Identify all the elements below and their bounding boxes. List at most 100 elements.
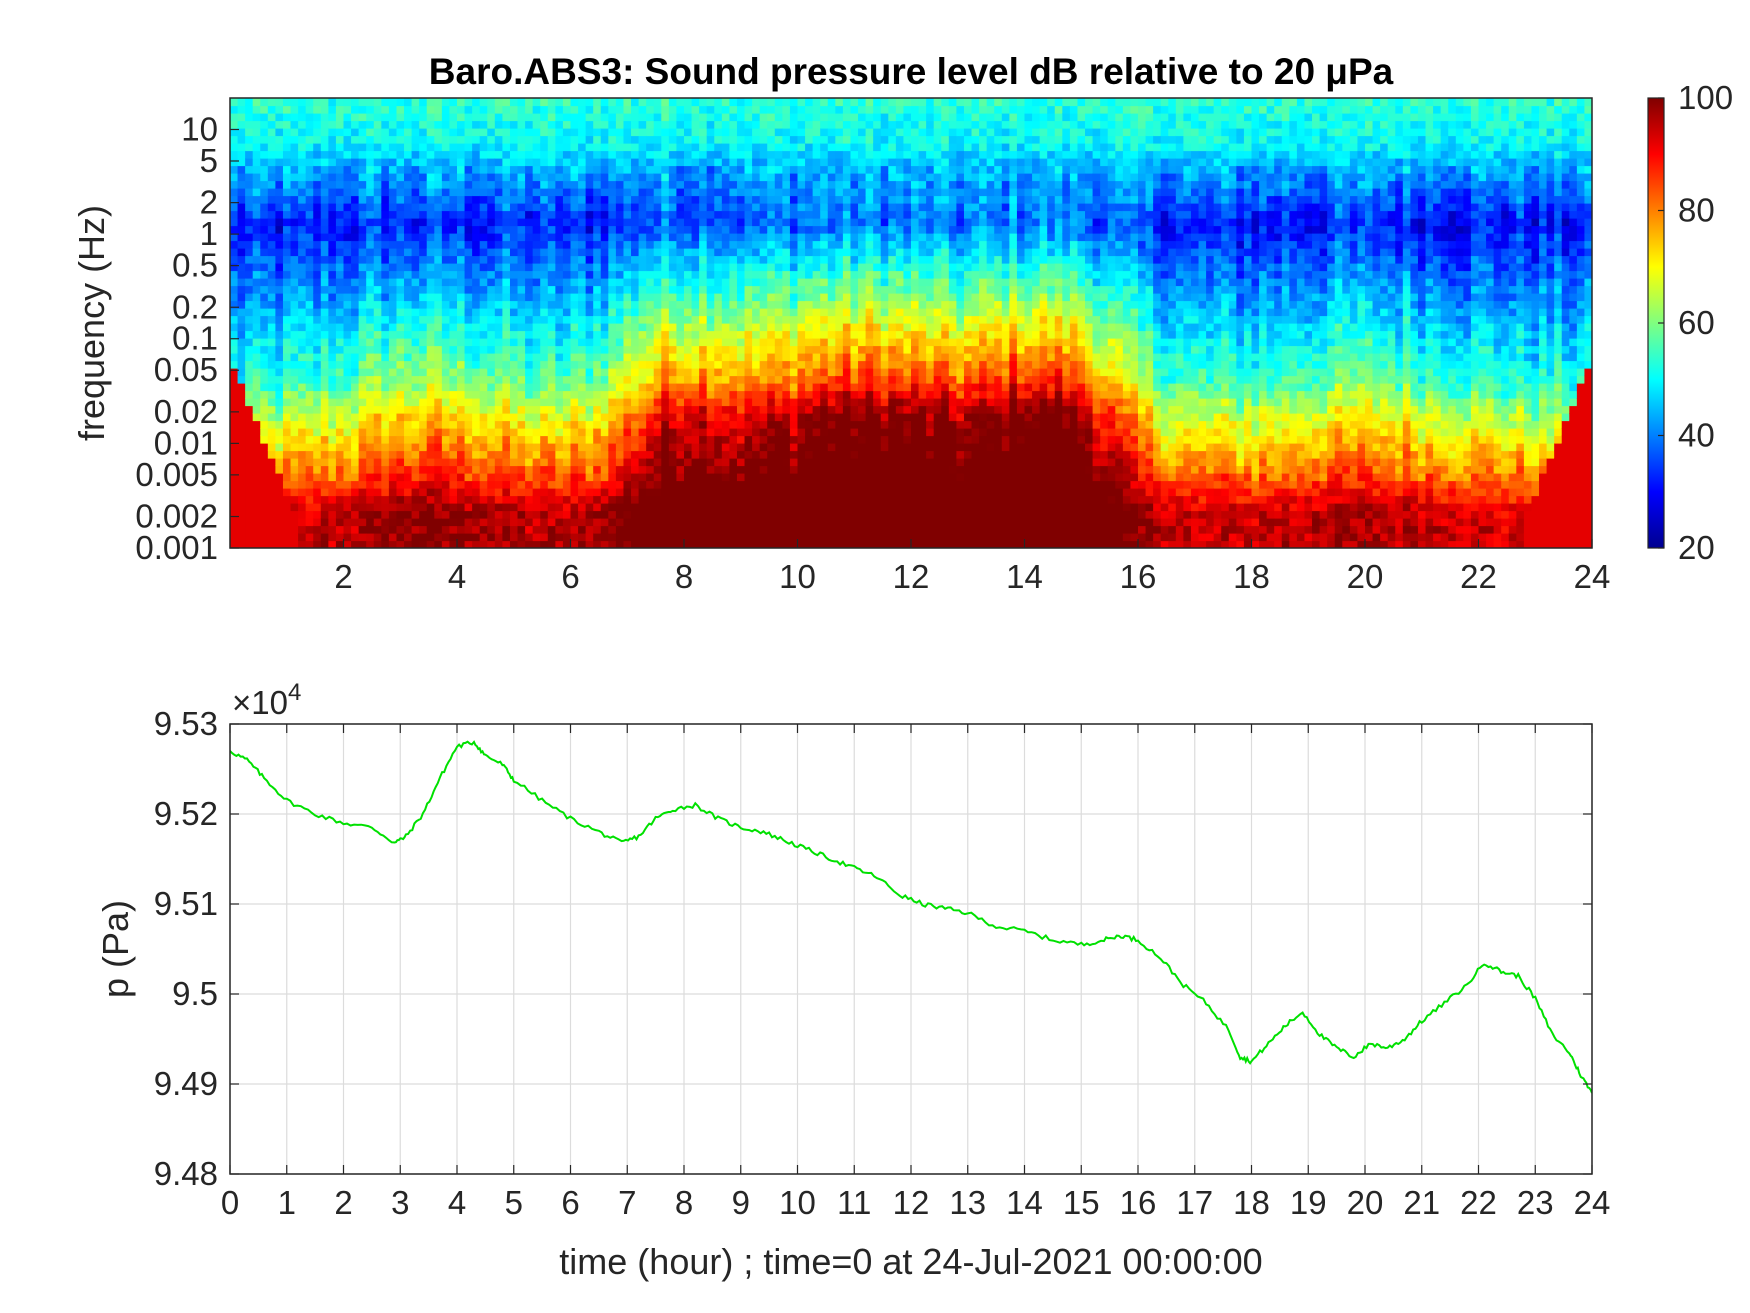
spectrogram-cell [472,383,481,392]
spectrogram-cell [835,278,844,287]
spectrogram-cell [426,488,435,497]
spectrogram-cell [464,150,473,159]
spectrogram-cell [774,510,783,519]
spectrogram-cell [789,285,799,294]
spectrogram-cell [835,188,844,197]
spectrogram-cell [419,195,428,204]
spectrogram-cell [850,113,859,122]
spectrogram-cell [411,503,420,512]
spectrogram-cell [298,533,307,542]
spectrogram-cell [835,518,844,527]
spectrogram-cell [267,495,276,504]
spectrogram-cell [252,458,261,467]
spectrogram-cell [426,270,435,279]
spectrogram-cell [835,368,844,377]
spectrogram-cell [661,135,670,144]
spectrogram-cell [464,113,473,122]
spectrogram-cell [608,345,617,354]
spectrogram-cell [615,165,625,174]
spectrogram-cell [540,173,549,182]
spectrogram-cell [789,525,799,534]
spectrogram-cell [343,360,352,369]
spectrogram-cell [593,458,602,467]
spectrogram-cell [827,105,836,114]
spectrogram-cell [449,173,458,182]
spectrogram-cell [245,360,254,369]
spectrogram-cell [230,225,239,234]
spectrogram-cell [517,428,526,437]
spectrogram-cell [615,420,625,429]
spectrogram-cell [578,368,587,377]
spectrogram-cell [351,368,360,377]
spectrogram-cell [252,218,261,227]
spectrogram-cell [525,128,534,137]
spectrogram-cell [351,465,360,474]
spectrogram-cell [388,480,398,489]
spectrogram-cell [570,173,579,182]
spectrogram-cell [585,413,594,422]
spectrogram-cell [449,120,458,129]
spectrogram-cell [252,323,261,332]
spectrogram-cell [404,420,413,429]
spectrogram-cell [441,458,451,467]
spectrogram-cell [684,278,693,287]
spectrogram-cell [623,518,632,527]
spectrogram-cell [426,113,435,122]
spectrogram-cell [555,248,564,257]
spectrogram-cell [691,390,700,399]
spectrogram-cell [858,443,867,452]
spectrogram-cell [411,420,420,429]
spectrogram-cell [502,405,511,414]
spectrogram-cell [464,203,473,212]
spectrogram-cell [260,495,269,504]
spectrogram-cell [366,180,375,189]
spectrogram-cell [464,465,473,474]
spectrogram-cell [676,420,685,429]
spectrogram-cell [744,525,753,534]
spectrogram-cell [608,218,617,227]
spectrogram-cell [525,105,534,114]
spectrogram-cell [381,233,390,242]
spectrogram-cell [714,158,723,167]
spectrogram-cell [653,465,662,474]
spectrogram-cell [396,465,405,474]
spectrogram-cell [668,128,678,137]
spectrogram-cell [585,248,594,257]
spectrogram-cell [426,98,435,107]
spectrogram-cell [245,443,254,452]
spectrogram-cell [396,105,405,114]
spectrogram-cell [752,225,761,234]
spectrogram-cell [653,450,662,459]
spectrogram-cell [714,173,723,182]
spectrogram-cell [827,330,836,339]
spectrogram-cell [335,135,345,144]
spectrogram-cell [381,510,390,519]
spectrogram-cell [623,248,632,257]
spectrogram-cell [759,488,768,497]
spectrogram-cell [464,105,473,114]
spectrogram-cell [525,533,534,542]
spectrogram-cell [555,473,564,482]
spectrogram-cell [358,113,367,122]
spectrogram-cell [646,360,655,369]
spectrogram-cell [404,360,413,369]
spectrogram-cell [245,518,254,527]
spectrogram-cell [502,330,511,339]
spectrogram-cell [457,255,466,264]
spectrogram-cell [714,525,723,534]
spectrogram-cell [812,435,821,444]
spectrogram-cell [547,210,556,219]
spectrogram-cell [441,428,451,437]
spectrogram-cell [328,420,337,429]
spectrogram-cell [820,533,829,542]
spectrogram-cell [320,105,329,114]
spectrogram-cell [547,390,556,399]
spectrogram-cell [230,218,239,227]
spectrogram-cell [623,255,632,264]
spectrogram-cell [305,225,314,234]
spectrogram-cell [487,143,496,152]
spectrogram-cell [449,435,458,444]
spectrogram-cell [388,98,398,107]
spectrogram-cell [426,360,435,369]
spectrogram-cell [532,360,541,369]
